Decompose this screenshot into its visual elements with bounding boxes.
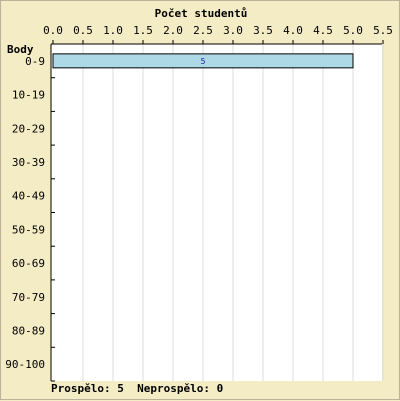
x-tick-label: 1.0	[103, 24, 123, 37]
y-category-label: 60-69	[12, 257, 45, 270]
y-category-label: 40-49	[12, 190, 45, 203]
y-category-label: 10-19	[12, 89, 45, 102]
failed-value: 0	[216, 382, 224, 395]
x-tick-label: 1.5	[133, 24, 153, 37]
failed-label: Neprospělo:	[137, 382, 210, 395]
x-tick-label: 4.5	[313, 24, 333, 37]
grid-lines	[82, 44, 384, 381]
bar-data-label: 5	[201, 57, 206, 66]
passed-label: Prospělo:	[51, 382, 111, 395]
plot-area	[51, 44, 382, 381]
chart-title: Počet studentů	[155, 7, 248, 20]
y-category-label: 20-29	[12, 122, 45, 135]
summary-line: Prospělo: 5 Neprospělo: 0	[51, 382, 223, 395]
y-category-label: 80-89	[12, 324, 45, 337]
y-category-label: 70-79	[12, 291, 45, 304]
y-axis-label: Body	[7, 43, 34, 56]
x-tick-label: 2.0	[163, 24, 183, 37]
y-category-label: 50-59	[12, 223, 45, 236]
x-tick-label: 5.0	[343, 24, 363, 37]
y-category-label: 0-9	[25, 55, 45, 68]
x-tick-label: 3.0	[223, 24, 243, 37]
bars: 5	[52, 53, 354, 69]
y-category-label: 30-39	[12, 156, 45, 169]
x-ticks: 0.0 0.5 1.0 1.5 2.0 2.5 3.0 3.5 4.0 4.5 5.0 5.5	[43, 24, 393, 44]
x-tick-label: 4.0	[283, 24, 303, 37]
x-tick-label: 2.5	[193, 24, 213, 37]
y-category-label: 90-100	[5, 358, 45, 371]
x-tick-label: 3.5	[253, 24, 273, 37]
y-categories: 0-9 10-19 20-29 30-39 40-49 50-59 60-69 70-79 80…	[5, 55, 55, 382]
bar	[52, 53, 354, 69]
passed-value: 5	[117, 382, 124, 395]
x-tick-label: 5.5	[373, 24, 393, 37]
x-tick-label: 0.5	[73, 24, 93, 37]
x-tick-label: 0.0	[43, 24, 63, 37]
